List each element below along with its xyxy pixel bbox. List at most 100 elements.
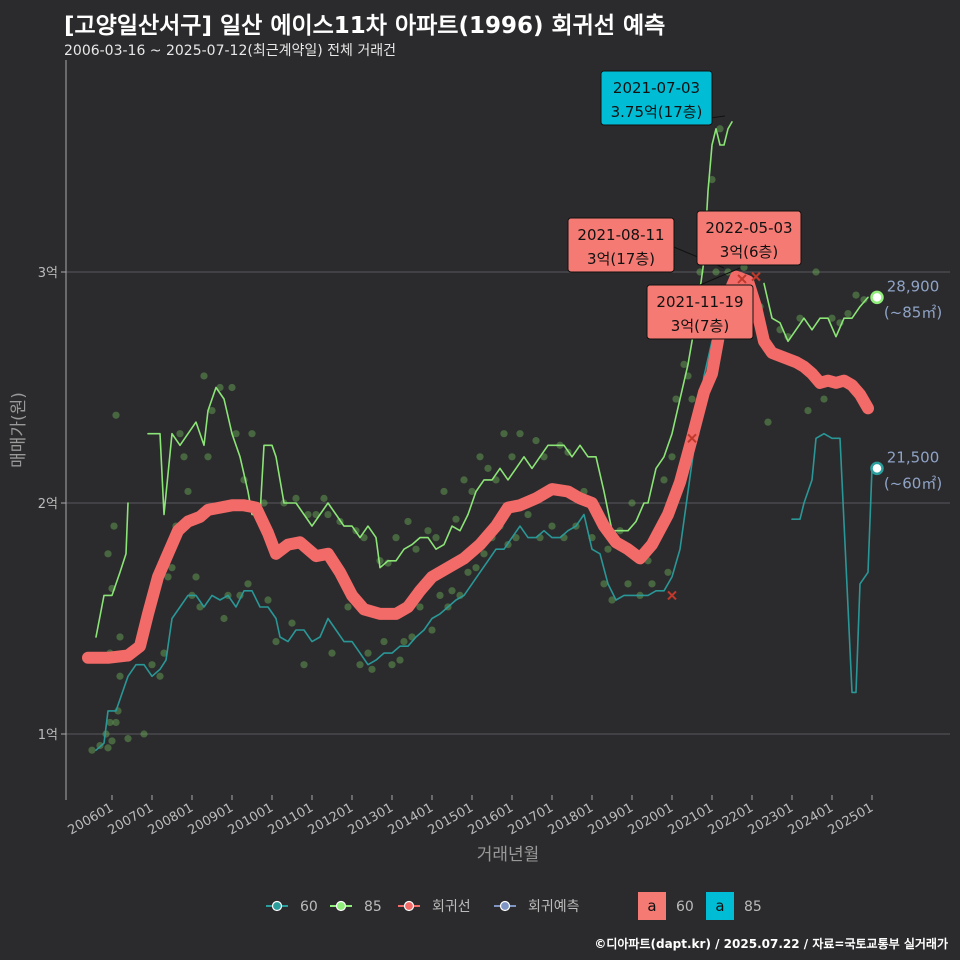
annotation-box (696, 210, 802, 266)
end-marker-85 (870, 290, 884, 305)
scatter-point (452, 515, 460, 523)
scatter-point (176, 430, 184, 438)
scatter-point (812, 268, 820, 276)
scatter-point (112, 718, 120, 727)
scatter-point (600, 580, 608, 588)
scatter-point (712, 268, 720, 276)
scatter-point (328, 649, 336, 657)
scatter-point (112, 411, 120, 419)
scatter-point (208, 407, 216, 415)
scatter-point (484, 464, 492, 472)
scatter-point (860, 296, 868, 304)
scatter-point (532, 437, 540, 445)
scatter-point (220, 614, 228, 623)
scatter-point (708, 176, 716, 184)
scatter-point (356, 661, 364, 669)
scatter-point (104, 744, 112, 752)
scatter-point (396, 656, 404, 664)
scatter-point (292, 494, 300, 502)
scatter-point (116, 633, 124, 641)
annotation-price: 3억(6층) (720, 243, 778, 261)
scatter-point (828, 314, 836, 322)
x-tick-label: 201601 (466, 800, 516, 838)
scatter-point (108, 737, 116, 745)
x-tick-label: 201901 (586, 800, 636, 838)
scatter-point (204, 453, 212, 461)
scatter-point (160, 649, 168, 657)
x-axis-title: 거래년월 (477, 845, 540, 865)
legend-key-dot (499, 900, 511, 912)
scatter-point (604, 545, 612, 553)
marker-layer: 28,900 (~85㎡) 21,500 (~60㎡) (667, 271, 942, 601)
scatter-point (140, 730, 148, 738)
legend: 60 85 회귀선 회귀예측 a 60 a 85 (266, 892, 762, 920)
legend-key-box (638, 892, 666, 920)
scatter-point (88, 746, 96, 754)
cross-marker (687, 433, 697, 444)
x-tick-label: 202001 (626, 800, 676, 838)
scatter-point (464, 568, 472, 576)
scatter-point (110, 522, 118, 530)
scatter-point (500, 430, 508, 438)
scatter-point (148, 661, 156, 669)
scatter-point (184, 487, 192, 496)
scatter-layer (88, 95, 868, 754)
scatter-point (116, 672, 124, 680)
y-tick-label: 2억 (38, 497, 58, 512)
scatter-point (628, 499, 636, 507)
legend-label: 60 (676, 899, 694, 915)
annotation-box (646, 284, 754, 340)
x-tick-label: 200801 (146, 800, 196, 838)
legend-key-glyph: a (647, 897, 656, 915)
scatter-point (272, 638, 280, 646)
scatter-point (440, 487, 448, 496)
credit-footer: ©디아파트(dapt.kr) / 2025.07.22 / 자료=국토교통부 실… (594, 937, 948, 951)
x-tick-label: 202501 (826, 800, 876, 838)
series-line-85 (763, 282, 869, 343)
scatter-point (688, 395, 696, 403)
legend-label: 85 (364, 899, 382, 915)
page-title: [고양일산서구] 일산 에이스11차 아파트(1996) 회귀선 예측 (64, 13, 666, 39)
scatter-point (512, 534, 520, 542)
scatter-point (764, 418, 772, 426)
legend-label: 60 (300, 899, 318, 915)
scatter-point (388, 661, 396, 669)
annotation-price: 3억(7층) (671, 317, 729, 335)
scatter-point (344, 603, 352, 611)
scatter-point (516, 430, 524, 438)
scatter-point (664, 568, 672, 576)
cross-marker (751, 271, 761, 282)
scatter-point (164, 573, 172, 581)
scatter-point (476, 453, 484, 461)
line-layer (82, 121, 874, 751)
scatter-point (192, 573, 200, 581)
cross-marker (737, 274, 747, 284)
end-label-value: 21,500 (887, 448, 940, 466)
scatter-point (524, 510, 532, 519)
annotation-price: 3억(17층) (587, 250, 655, 268)
annotation-box (567, 217, 675, 273)
x-tick-label: 201301 (346, 800, 396, 838)
annotation-box (600, 70, 713, 126)
scatter-point (436, 591, 444, 600)
scatter-point (412, 545, 420, 553)
legend-label: 회귀선 (432, 899, 471, 915)
scatter-point (468, 487, 476, 496)
series-line-60 (95, 282, 745, 751)
scatter-point (624, 580, 632, 588)
scatter-point (508, 453, 516, 461)
scatter-point (428, 626, 436, 634)
legend-label: 회귀예측 (528, 899, 580, 915)
series-line-85 (147, 121, 733, 569)
scatter-point (668, 453, 676, 461)
scatter-point (852, 291, 860, 299)
scatter-point (244, 580, 252, 588)
x-tick-label: 201201 (306, 800, 356, 838)
x-tick-label: 201001 (226, 800, 276, 838)
x-tick-label: 201801 (546, 800, 596, 838)
y-tick-label: 3억 (38, 266, 58, 281)
scatter-point (472, 564, 480, 572)
scatter-point (672, 395, 680, 403)
scatter-point (380, 638, 388, 646)
scatter-point (300, 661, 308, 669)
